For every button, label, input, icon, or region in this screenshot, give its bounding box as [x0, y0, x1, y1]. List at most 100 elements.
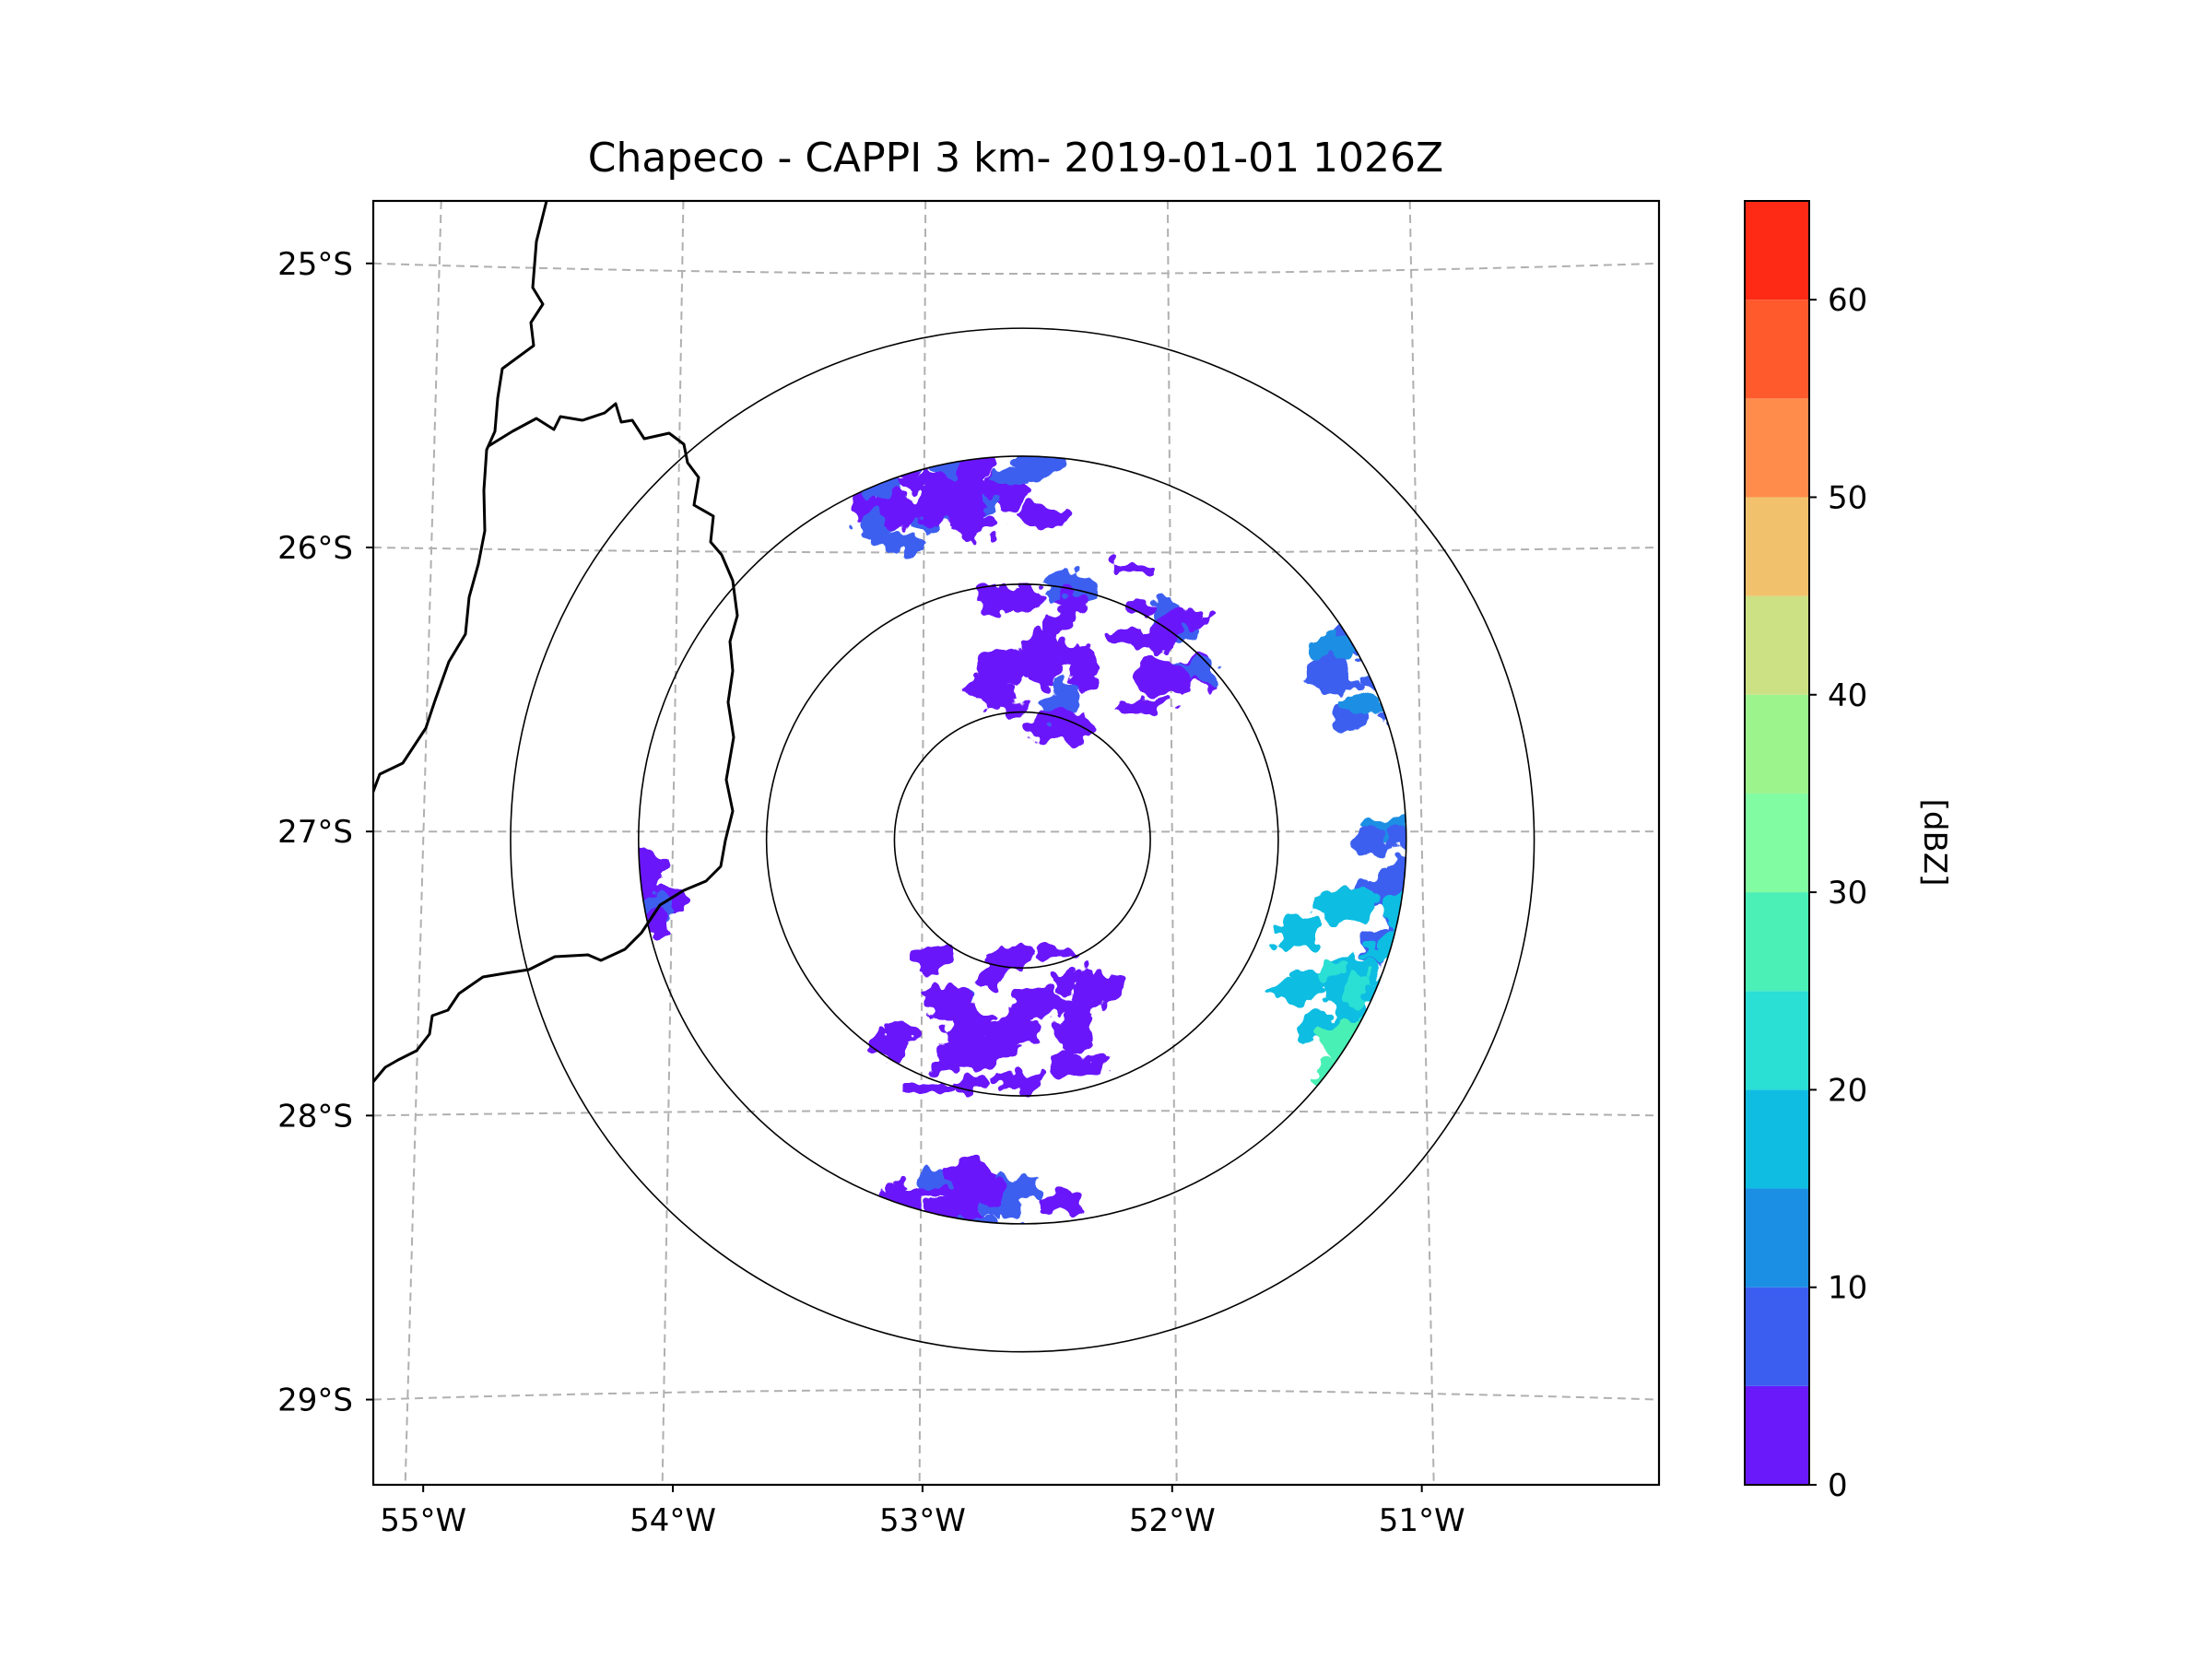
colorbar-tick-label: 50 [1828, 479, 1867, 516]
colorbar-segment [1745, 892, 1809, 992]
colorbar-segment [1745, 694, 1809, 794]
echo-cell [638, 845, 659, 874]
echo-cell [1311, 634, 1354, 665]
meridian-gridline [918, 201, 927, 1485]
echo-cell [1325, 976, 1350, 1013]
echo-cell [1049, 680, 1085, 697]
echo-cell [992, 1007, 1036, 1035]
colorbar-ticks: 0 10 20 30 40 50 60 [1809, 282, 1867, 1504]
echo-cell [948, 1076, 991, 1091]
colorbar-segments [1745, 201, 1809, 1485]
echo-cell [1049, 712, 1092, 744]
echo-cell [1087, 974, 1124, 1007]
echo-cell [1061, 1055, 1104, 1081]
colorbar-frame [1744, 200, 1810, 1486]
colorbar-segment [1745, 1385, 1809, 1485]
echo-cell [900, 1187, 951, 1202]
colorbar-label: [dBZ] [1916, 799, 1953, 887]
echo-cell [1103, 624, 1159, 644]
colorbar-segment [1745, 201, 1809, 300]
echo-cell [1015, 455, 1064, 479]
map-background [373, 201, 1659, 1485]
colorbar-tick-label: 10 [1828, 1270, 1867, 1307]
colorbar-segment [1745, 1287, 1809, 1386]
colorbar-segment [1745, 497, 1809, 596]
x-tick-label: 53°W [879, 1502, 966, 1539]
y-axis: 25°S 26°S 27°S 28°S 29°S [277, 246, 373, 1419]
colorbar-tick-label: 60 [1828, 282, 1867, 319]
echo-cell [977, 647, 1031, 680]
echo-cell [1133, 659, 1189, 697]
echo-cell [975, 583, 1021, 614]
echo-cell [877, 492, 920, 531]
range-ring [638, 455, 1407, 1225]
echo-cell [1387, 824, 1406, 853]
echo-cell [1347, 831, 1391, 855]
echo-cell [854, 515, 888, 541]
echo-cell [956, 512, 1000, 536]
meridian-gridline [661, 201, 685, 1485]
meridian-gridline [1166, 201, 1178, 1485]
echo-cell [1032, 944, 1080, 960]
range-rings [510, 327, 1535, 1353]
echo-cell [1379, 891, 1406, 927]
range-ring [510, 327, 1535, 1353]
echo-cell [1043, 1196, 1084, 1215]
echo-cell [977, 1180, 1007, 1207]
x-tick-label: 54°W [629, 1502, 716, 1539]
coastline-borders [373, 201, 739, 1084]
echo-cell [1112, 559, 1155, 576]
echo-cell [1053, 1010, 1097, 1045]
echo-cell [1312, 675, 1363, 692]
echo-cell [991, 1070, 1044, 1090]
echo-cell [1053, 968, 1079, 992]
parallel-gridline [373, 1388, 1659, 1401]
echo-cell [991, 468, 1033, 484]
echo-cell [883, 1022, 922, 1041]
echo-cell [1390, 867, 1406, 887]
y-tick-label: 25°S [277, 246, 353, 283]
chart-title: Chapeco - CAPPI 3 km- 2019-01-01 1026Z [588, 135, 1443, 182]
border-brazil-argentina [373, 402, 739, 1084]
meridian-gridline [404, 201, 442, 1485]
echo-cell [947, 1155, 992, 1194]
meridian-gridline [1408, 201, 1435, 1485]
colorbar-segment [1745, 300, 1809, 399]
x-tick-label: 52°W [1129, 1502, 1216, 1539]
x-tick-label: 55°W [380, 1502, 466, 1539]
colorbar-segment [1745, 595, 1809, 695]
colorbar-segment [1745, 398, 1809, 498]
echo-cell [893, 474, 942, 488]
echo-cell [1126, 596, 1155, 618]
echo-cell [1008, 582, 1044, 611]
echo-cell [1315, 888, 1375, 924]
gridlines [373, 201, 1659, 1485]
colorbar: 0 10 20 30 40 50 60 [dBZ] [1744, 200, 1953, 1504]
echo-cell [900, 1082, 957, 1097]
echo-cell [1041, 994, 1096, 1011]
echo-cell [947, 1031, 984, 1062]
map-frame [371, 199, 1661, 1487]
echo-cell [1000, 697, 1023, 719]
border-paraguay-argentina [373, 201, 548, 795]
echo-cell [1014, 505, 1066, 524]
colorbar-segment [1745, 991, 1809, 1090]
echo-cell [912, 488, 971, 524]
echo-cell [1275, 914, 1322, 950]
echo-cell [914, 1168, 958, 1194]
echo-region-northeast-inner [964, 559, 1220, 744]
range-ring [893, 711, 1151, 970]
echo-cell [1266, 980, 1326, 1004]
parallel-gridline [373, 1109, 1659, 1117]
echo-cell [924, 982, 970, 1020]
colorbar-segment [1745, 793, 1809, 893]
map-area [373, 201, 1659, 1485]
echo-cell [1116, 699, 1173, 713]
parallel-gridline [373, 262, 1659, 276]
echo-cell [867, 534, 925, 554]
echo-cell [964, 675, 1018, 707]
x-axis: 55°W 54°W 53°W 52°W 51°W [380, 1485, 1465, 1539]
colorbar-tick-label: 40 [1828, 677, 1867, 714]
echo-cell [1334, 695, 1390, 713]
